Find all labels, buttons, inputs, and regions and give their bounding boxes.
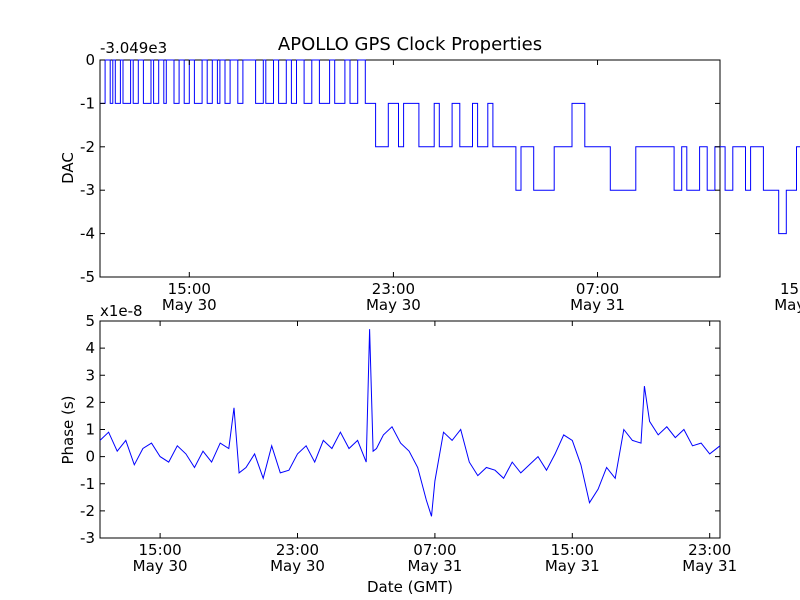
phase-ytick-label: -2 — [80, 502, 95, 520]
dac-series-line-0 — [100, 59, 800, 235]
dac-xtick-label-time: 15:00 — [168, 280, 211, 298]
phase-series-line-0 — [99, 329, 721, 517]
dac-ytick-label: -4 — [80, 225, 95, 243]
dac-xtick-label-time: 23:00 — [372, 280, 415, 298]
phase-ytick-label: -3 — [80, 529, 95, 547]
phase-xtick-label-date: May 30 — [133, 557, 188, 575]
phase-plot-frame — [99, 320, 721, 539]
dac-xtick-label-date: May 31 — [570, 296, 625, 314]
phase-xtick-label-time: 23:00 — [276, 541, 319, 559]
phase-xtick-label-date: May 31 — [407, 557, 462, 575]
dac-y-axis-label: DAC — [59, 152, 77, 184]
dac-ytick-label: 0 — [85, 51, 95, 69]
phase-ytick-label: 5 — [85, 312, 95, 330]
dac-y-offset-label: -3.049e3 — [100, 39, 167, 57]
dac-xtick-label-date: May 30 — [162, 296, 217, 314]
dac-series-group — [100, 59, 800, 235]
phase-xtick-label-time: 07:00 — [413, 541, 456, 559]
dac-xtick-label-time: 07:00 — [576, 280, 619, 298]
phase-xtick-label-date: May 30 — [270, 557, 325, 575]
dac-plot-frame — [99, 59, 721, 278]
phase-xtick-label-time: 15:00 — [138, 541, 181, 559]
phase-y-ticks: 5 4 3 2 1 0 -1 -2 -3 — [80, 312, 720, 547]
phase-ytick-label: 2 — [85, 393, 95, 411]
dac-ytick-label: -1 — [80, 94, 95, 112]
phase-y-axis-label: Phase (s) — [59, 395, 77, 464]
phase-x-axis-label: Date (GMT) — [367, 578, 453, 596]
chart-title: APOLLO GPS Clock Properties — [278, 34, 542, 55]
phase-ytick-label: -1 — [80, 475, 95, 493]
dac-ytick-label: -3 — [80, 181, 95, 199]
dac-xtick-label-time: 15:00 — [780, 280, 800, 298]
dac-ytick-label: -5 — [80, 268, 95, 286]
phase-ytick-label: 1 — [85, 421, 95, 439]
phase-xtick-label-time: 23:00 — [688, 541, 731, 559]
phase-ytick-label: 0 — [85, 448, 95, 466]
phase-xtick-label-time: 15:00 — [551, 541, 594, 559]
phase-xtick-label-date: May 31 — [682, 557, 737, 575]
phase-y-offset-label: x1e-8 — [100, 302, 143, 320]
phase-ytick-label: 4 — [85, 339, 95, 357]
dac-ytick-label: -2 — [80, 138, 95, 156]
phase-xtick-label-date: May 31 — [545, 557, 600, 575]
dac-xtick-label-date: May 30 — [366, 296, 421, 314]
phase-ytick-label: 3 — [85, 366, 95, 384]
dac-y-ticks: 0 -1 -2 -3 -4 -5 — [80, 51, 720, 286]
phase-series-group — [99, 329, 721, 517]
dac-xtick-label-date: May 31 — [774, 296, 800, 314]
